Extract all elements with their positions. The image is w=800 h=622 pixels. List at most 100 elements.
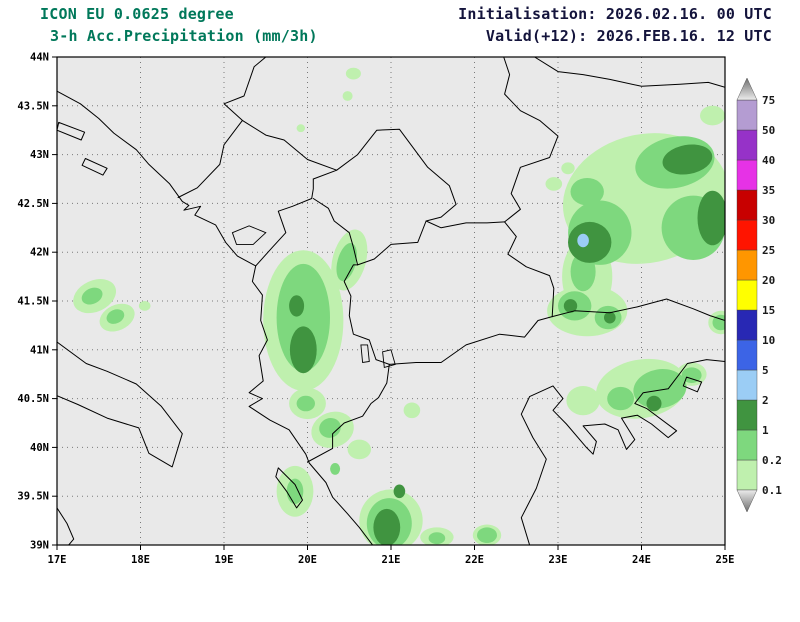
product-title: 3-h Acc.Precipitation (mm/3h) — [50, 27, 318, 45]
colorbar-segment — [736, 399, 758, 431]
country-border — [503, 57, 559, 223]
island-outline — [275, 467, 303, 509]
lon-tick-label: 19E — [215, 554, 234, 566]
precip-area-0.2mm — [570, 178, 604, 206]
precip-area-0.2mm — [319, 417, 341, 438]
colorbar-segment — [736, 279, 758, 311]
precip-area-1mm — [393, 484, 406, 499]
precip-area-1mm — [289, 326, 317, 374]
lat-tick-label: 40.5N — [17, 393, 49, 405]
colorbar-level-label: 50 — [762, 124, 775, 137]
lat-tick-label: 43.5N — [17, 100, 49, 112]
lat-tick-label: 44N — [30, 52, 49, 64]
coastline — [520, 359, 725, 545]
precip-area-1mm — [289, 295, 305, 317]
lat-tick-label: 39N — [30, 540, 49, 552]
colorbar-level-label: 35 — [762, 184, 775, 197]
model-title: ICON EU 0.0625 degree — [40, 5, 234, 23]
precip-area-0.1mm — [345, 67, 361, 80]
precip-area-0.1mm — [138, 301, 151, 311]
lon-tick-label: 25E — [716, 554, 735, 566]
colorbar-level-label: 10 — [762, 334, 775, 347]
precip-area-0.2mm — [286, 478, 304, 504]
country-border — [551, 298, 725, 321]
colorbar-level-label: 0.1 — [762, 484, 782, 497]
colorbar-segment — [736, 369, 758, 401]
country-border — [504, 221, 555, 318]
valid-time-label: Valid(+12): 2026.FEB.16. 12 UTC — [486, 27, 772, 45]
precip-area-0.2mm — [81, 287, 103, 305]
lat-tick-label: 42N — [30, 247, 49, 259]
precip-area-0.1mm — [545, 177, 563, 191]
colorbar-segment — [736, 189, 758, 221]
precip-area-0.2mm — [428, 532, 446, 545]
precip-area-1mm — [697, 190, 725, 246]
lat-tick-label: 41N — [30, 344, 49, 356]
precip-area-1mm — [563, 299, 578, 313]
precip-area-1mm — [373, 508, 401, 545]
lake-outline — [360, 344, 370, 364]
colorbar-level-label: 25 — [762, 244, 775, 257]
colorbar-segment — [736, 219, 758, 251]
colorbar-level-label: 30 — [762, 214, 775, 227]
coastline — [57, 90, 374, 545]
lon-tick-label: 21E — [382, 554, 401, 566]
lat-tick-label: 41.5N — [17, 296, 49, 308]
country-border — [241, 119, 338, 171]
lon-tick-label: 20E — [298, 554, 317, 566]
country-border — [343, 264, 390, 365]
precip-area-0.2mm — [276, 263, 330, 372]
precipitation-layer — [73, 67, 725, 545]
axes-layer: 17E 18E 19E 20E 21E 22E 23E 24E 25E 44N 43.5N 43N 42… — [17, 52, 734, 567]
precip-area-0.1mm — [700, 105, 725, 126]
lake-outline — [231, 225, 267, 245]
colorbar-overflow-arrow-down — [736, 489, 758, 513]
lon-tick-label: 17E — [48, 554, 67, 566]
colorbar-segment — [736, 99, 758, 131]
lon-tick-label: 18E — [131, 554, 150, 566]
precip-area-1mm — [568, 221, 612, 263]
country-border — [388, 316, 553, 365]
colorbar-segment — [736, 309, 758, 341]
colorbar-segment — [736, 129, 758, 161]
country-border — [534, 57, 725, 88]
precip-area-0.1mm — [566, 386, 600, 416]
colorbar-level-label: 0.2 — [762, 454, 782, 467]
precip-area-0.1mm — [296, 124, 305, 133]
colorbar-level-label: 2 — [762, 394, 769, 407]
lat-tick-label: 40N — [30, 442, 49, 454]
lat-tick-label: 39.5N — [17, 491, 49, 503]
precip-area-0.2mm — [330, 463, 341, 475]
colorbar-level-label: 75 — [762, 94, 775, 107]
precip-area-0.1mm — [561, 162, 575, 175]
precip-area-0.1mm — [342, 91, 353, 101]
precip-area-2mm — [577, 233, 589, 248]
precip-area-0.2mm — [607, 386, 634, 411]
colorbar-segment — [736, 429, 758, 461]
colorbar-segment — [736, 159, 758, 191]
precip-area-1mm — [604, 311, 616, 324]
precip-area-0.2mm — [477, 527, 497, 543]
country-border — [307, 363, 390, 463]
colorbar-overflow-arrow-up — [736, 77, 758, 101]
lon-tick-label: 24E — [632, 554, 651, 566]
colorbar-level-label: 40 — [762, 154, 775, 167]
precip-area-0.2mm — [336, 243, 357, 281]
colorbar-segment — [736, 459, 758, 491]
colorbar-segment — [736, 339, 758, 371]
precip-area-0.1mm — [403, 402, 421, 419]
lon-tick-label: 23E — [549, 554, 568, 566]
coastline — [57, 341, 183, 468]
colorbar-segment — [736, 249, 758, 281]
precip-area-1mm — [662, 144, 713, 175]
init-time-label: Initialisation: 2026.02.16. 00 UTC — [458, 5, 772, 23]
colorbar-level-label: 20 — [762, 274, 775, 287]
country-border — [255, 178, 314, 267]
precip-area-0.1mm — [347, 439, 371, 460]
lat-tick-label: 43N — [30, 149, 49, 161]
island-outline — [81, 158, 108, 176]
colorbar-level-label: 1 — [762, 424, 769, 437]
country-border — [425, 220, 506, 229]
colorbar-level-label: 15 — [762, 304, 775, 317]
